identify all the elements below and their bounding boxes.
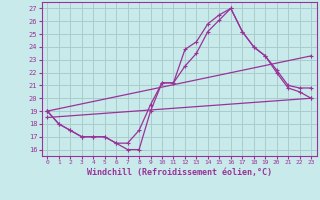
- X-axis label: Windchill (Refroidissement éolien,°C): Windchill (Refroidissement éolien,°C): [87, 168, 272, 177]
